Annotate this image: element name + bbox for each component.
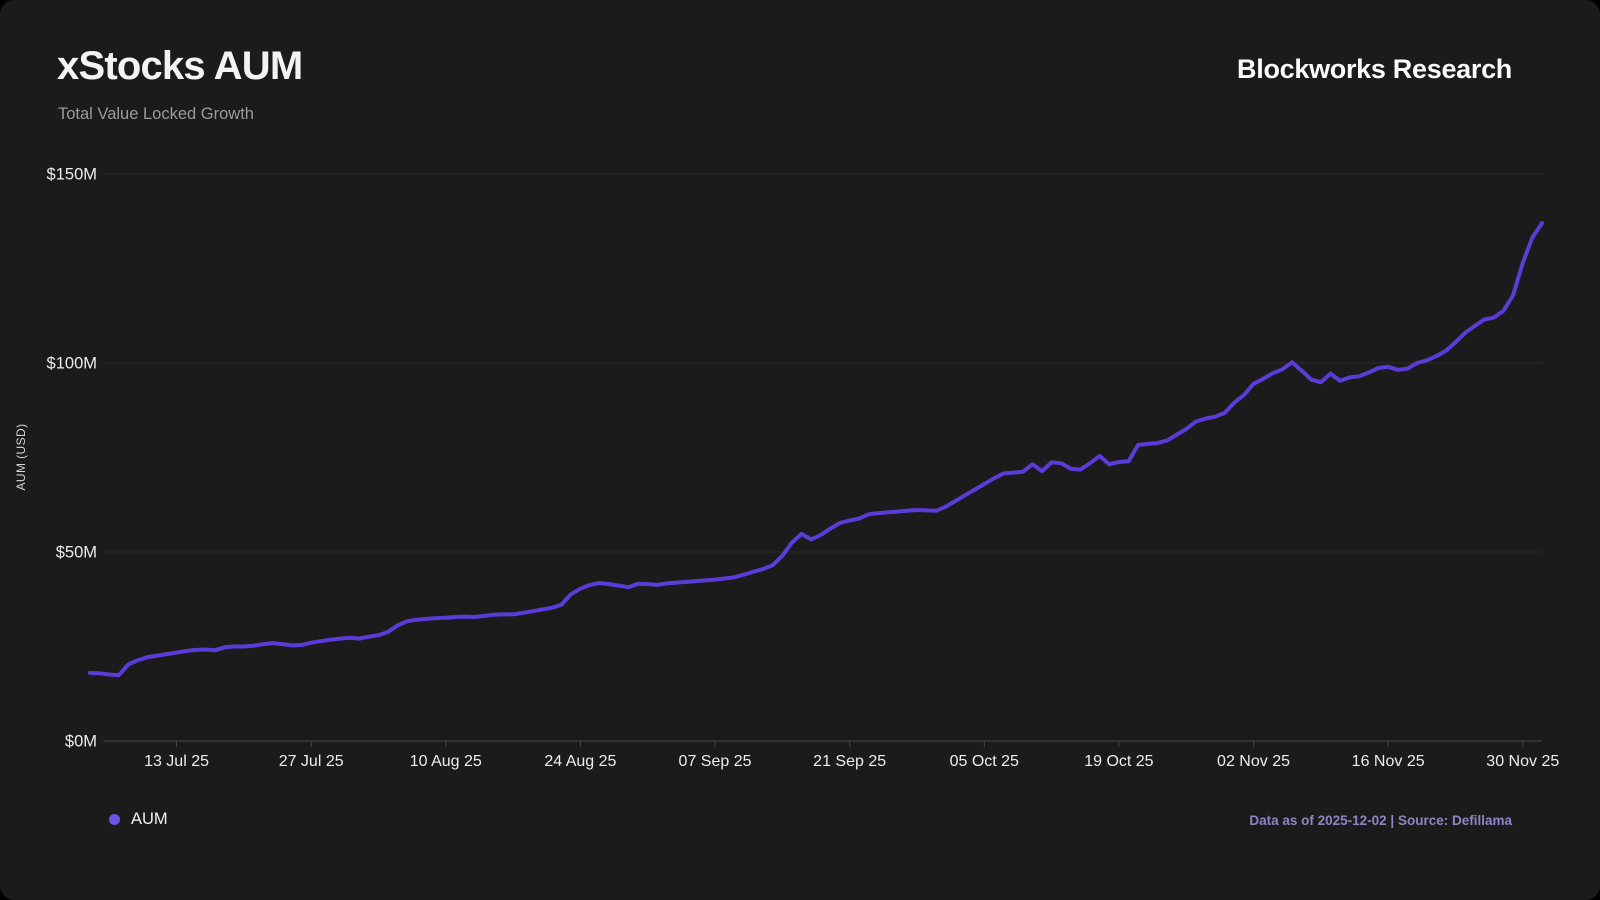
y-tick-label: $0M: [65, 733, 97, 751]
x-tick-label: 16 Nov 25: [1352, 753, 1425, 770]
y-tick-label: $100M: [47, 355, 97, 373]
x-tick-label: 02 Nov 25: [1217, 753, 1290, 770]
page-title: xStocks AUM: [57, 44, 303, 88]
aum-series-line: [88, 221, 1544, 678]
data-source-note: Data as of 2025-12-02 | Source: Defillam…: [1249, 813, 1512, 828]
x-tick-label: 19 Oct 25: [1084, 753, 1153, 770]
page-subtitle: Total Value Locked Growth: [58, 105, 254, 123]
y-tick-label: $50M: [56, 544, 97, 562]
x-tick-label: 27 Jul 25: [279, 753, 344, 770]
brand-wordmark: Blockworks Research: [1237, 54, 1512, 84]
legend-series-label: AUM: [131, 810, 168, 828]
x-tick-label: 21 Sep 25: [813, 753, 886, 770]
legend: AUM: [109, 810, 168, 829]
x-tick-label: 30 Nov 25: [1486, 753, 1559, 770]
x-tick-label: 13 Jul 25: [144, 753, 209, 770]
legend-dot-icon: [109, 814, 120, 825]
x-tick-label: 10 Aug 25: [410, 753, 482, 770]
x-tick-label: 24 Aug 25: [544, 753, 616, 770]
x-tick-label: 07 Sep 25: [679, 753, 752, 770]
x-tick-label: 05 Oct 25: [950, 753, 1019, 770]
y-tick-label: $150M: [47, 166, 97, 184]
